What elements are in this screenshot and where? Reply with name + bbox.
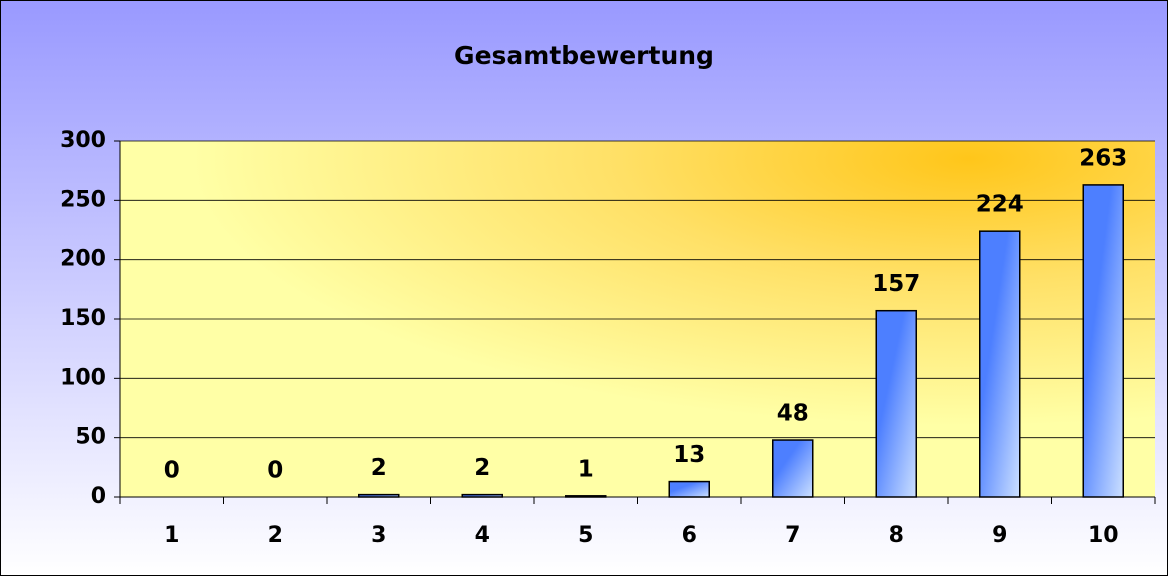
y-tick-label: 0 bbox=[91, 484, 106, 509]
x-tick-label: 1 bbox=[164, 523, 179, 548]
bar bbox=[461, 493, 503, 498]
bar bbox=[668, 480, 710, 498]
y-tick-label: 300 bbox=[60, 128, 106, 153]
x-tick-label: 10 bbox=[1088, 523, 1119, 548]
data-label: 1 bbox=[578, 456, 594, 482]
chart-title: Gesamtbewertung bbox=[454, 41, 714, 70]
y-tick-label: 50 bbox=[75, 425, 106, 450]
data-label: 0 bbox=[267, 458, 283, 484]
data-label: 0 bbox=[164, 458, 180, 484]
y-tick-label: 100 bbox=[60, 365, 106, 390]
bar bbox=[875, 309, 917, 498]
x-tick-label: 8 bbox=[889, 523, 904, 548]
y-tick-label: 200 bbox=[60, 247, 106, 272]
bar bbox=[358, 493, 400, 498]
y-tick-label: 250 bbox=[60, 187, 106, 212]
data-label: 157 bbox=[872, 271, 920, 297]
data-label: 263 bbox=[1079, 145, 1127, 171]
x-tick-label: 6 bbox=[682, 523, 697, 548]
x-tick-label: 7 bbox=[785, 523, 800, 548]
x-tick-label: 2 bbox=[268, 523, 283, 548]
x-tick-label: 4 bbox=[475, 523, 490, 548]
data-label: 224 bbox=[976, 192, 1024, 218]
x-tick-label: 3 bbox=[371, 523, 386, 548]
data-label: 2 bbox=[474, 455, 490, 481]
data-label: 2 bbox=[371, 455, 387, 481]
data-label: 48 bbox=[777, 401, 809, 427]
bar bbox=[772, 439, 814, 498]
data-label: 13 bbox=[673, 442, 705, 468]
x-tick-label: 9 bbox=[992, 523, 1007, 548]
bar bbox=[565, 495, 607, 498]
y-tick-label: 150 bbox=[60, 306, 106, 331]
bar bbox=[1082, 184, 1124, 498]
x-tick-label: 5 bbox=[578, 523, 593, 548]
bar bbox=[979, 230, 1021, 498]
